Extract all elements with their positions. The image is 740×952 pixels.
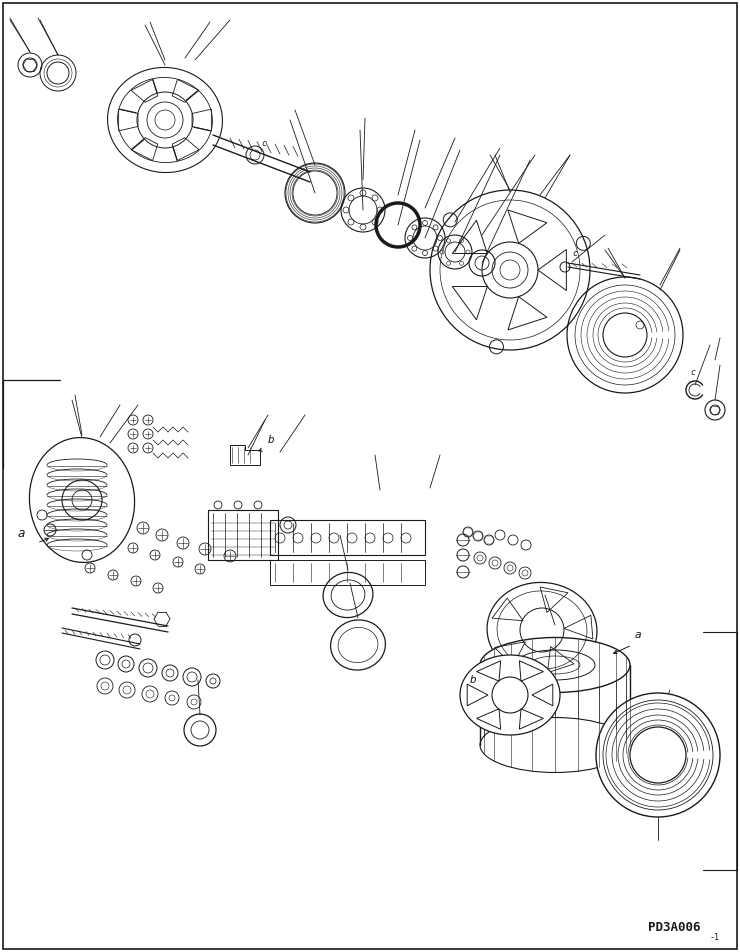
Text: c: c [690, 368, 695, 377]
Text: a: a [18, 527, 25, 540]
Text: c: c [572, 249, 577, 258]
Text: c: c [261, 139, 266, 148]
Circle shape [596, 693, 720, 817]
Bar [270, 560, 425, 585]
Ellipse shape [480, 638, 630, 692]
Bar [270, 520, 425, 555]
Ellipse shape [487, 583, 597, 678]
Bar [208, 510, 278, 560]
Text: b: b [268, 435, 275, 445]
Text: PD3A006: PD3A006 [648, 921, 701, 934]
Ellipse shape [480, 718, 630, 772]
Ellipse shape [460, 655, 560, 735]
Text: -1: -1 [710, 933, 720, 942]
Text: a: a [635, 630, 642, 640]
Text: b: b [470, 675, 477, 685]
